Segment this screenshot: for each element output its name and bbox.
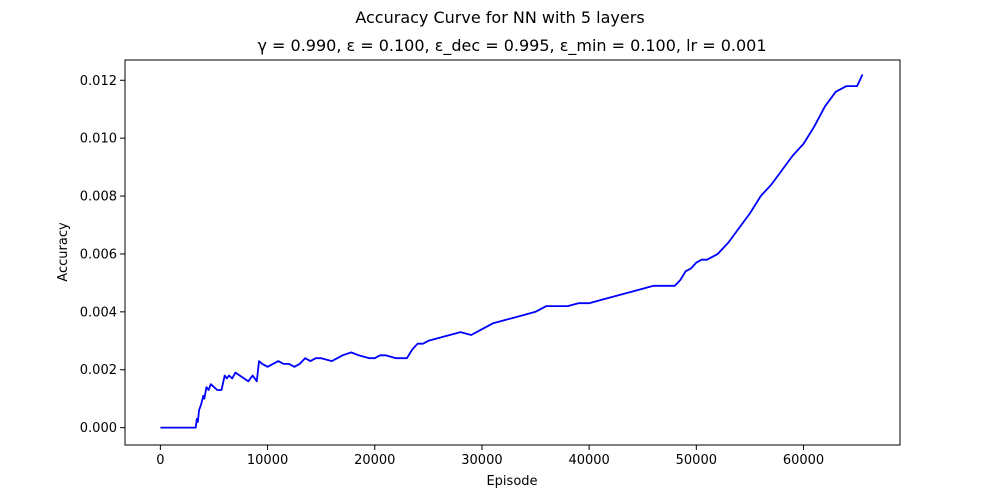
y-tick-label: 0.010 xyxy=(80,132,117,147)
x-tick-label: 30000 xyxy=(461,453,502,468)
x-axis-label: Episode xyxy=(486,474,537,489)
y-tick-label: 0.006 xyxy=(80,247,117,262)
x-tick-label: 0 xyxy=(156,453,164,468)
y-tick-label: 0.008 xyxy=(80,190,117,205)
y-tick-label: 0.000 xyxy=(80,421,117,436)
series-layer xyxy=(160,74,864,429)
y-tick-label: 0.012 xyxy=(80,74,117,89)
chart-title: Accuracy Curve for NN with 5 layers xyxy=(355,8,644,27)
x-tick-label: 50000 xyxy=(676,453,717,468)
x-tick-label: 10000 xyxy=(247,453,288,468)
y-tick-label: 0.002 xyxy=(80,363,117,378)
x-tick-label: 60000 xyxy=(783,453,824,468)
y-axis-label: Accuracy xyxy=(56,222,71,282)
x-tick-label: 40000 xyxy=(568,453,609,468)
chart-subtitle: γ = 0.990, ε = 0.100, ε_dec = 0.995, ε_m… xyxy=(257,36,766,56)
y-axis-ticks: 0.000 0.002 0.004 0.006 0.008 0.010 0.012 xyxy=(80,74,125,436)
accuracy-line xyxy=(160,74,864,429)
y-tick-label: 0.004 xyxy=(80,305,117,320)
x-axis-ticks: 0 10000 20000 30000 40000 50000 60000 xyxy=(156,445,824,468)
plot-area xyxy=(124,59,901,446)
x-tick-label: 20000 xyxy=(354,453,395,468)
